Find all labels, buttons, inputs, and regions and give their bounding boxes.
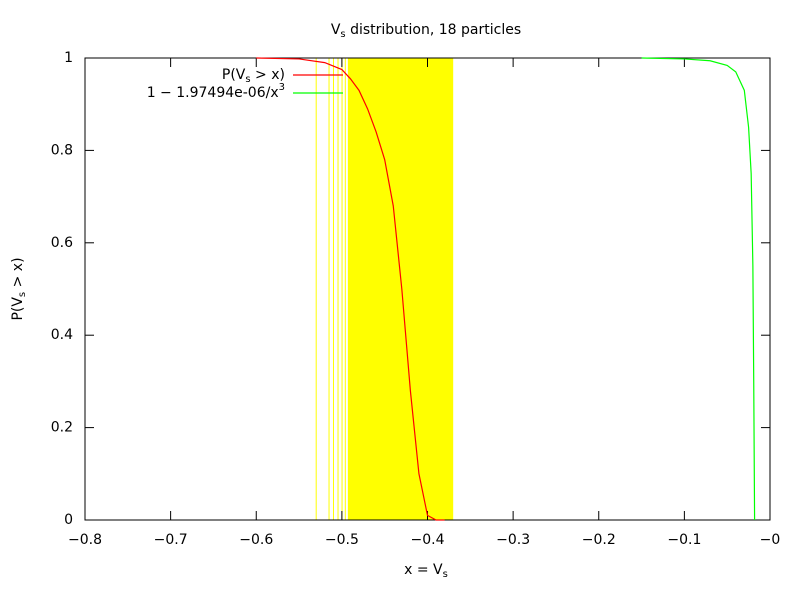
x-tick-label: −0.1	[667, 532, 701, 548]
x-axis-label: x = Vs	[404, 562, 448, 580]
label-sub: s	[443, 569, 448, 580]
y-tick-label: 0	[64, 512, 73, 528]
x-tick-label: −0.8	[68, 532, 102, 548]
x-tick-label: −0	[760, 532, 781, 548]
x-tick-label: −0.2	[582, 532, 616, 548]
y-tick-label: 0.4	[51, 327, 73, 343]
series-line	[641, 57, 756, 521]
title-sub: s	[340, 29, 345, 40]
title-part: V	[331, 22, 341, 38]
x-tick-label: −0.4	[411, 532, 445, 548]
label-part: > x)	[10, 257, 26, 291]
series-line	[256, 57, 445, 521]
legend-part: 1 − 1.97494e-06/x	[147, 85, 279, 101]
particle-band	[347, 58, 454, 520]
y-tick-label: 0.2	[51, 420, 73, 436]
legend-part: P(V	[222, 67, 246, 83]
legend-label: 1 − 1.97494e-06/x3	[147, 82, 285, 101]
x-tick-label: −0.6	[239, 532, 273, 548]
y-axis-label: P(Vs > x)	[10, 257, 28, 320]
label-part: x = V	[404, 562, 443, 578]
x-tick-label: −0.7	[154, 532, 188, 548]
legend-sup-sub: s	[245, 74, 250, 85]
legend-label: P(Vs > x)	[222, 67, 285, 85]
chart-title: Vs distribution, 18 particles	[331, 22, 521, 40]
y-tick-label: 0.8	[51, 142, 73, 158]
legend-sup-sub: 3	[279, 82, 285, 93]
y-tick-label: 0.6	[51, 235, 73, 251]
label-sub: s	[17, 292, 28, 297]
y-tick-label: 1	[64, 50, 73, 66]
x-tick-label: −0.5	[325, 532, 359, 548]
label-part: P(V	[10, 297, 26, 321]
x-tick-label: −0.3	[496, 532, 530, 548]
legend-part: > x)	[251, 67, 285, 83]
title-part: distribution, 18 particles	[346, 22, 522, 38]
